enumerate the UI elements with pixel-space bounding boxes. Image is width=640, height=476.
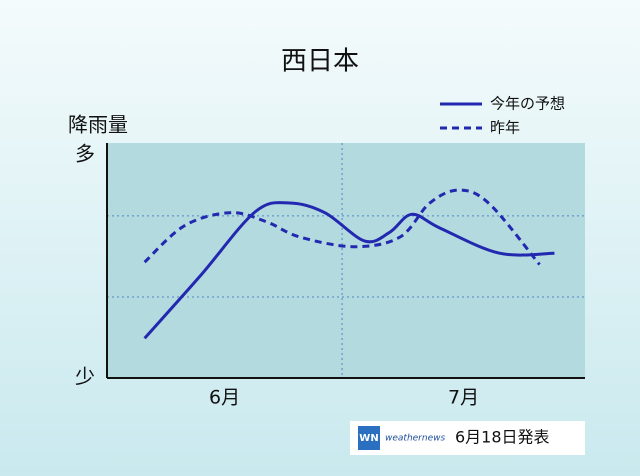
- footer-box: [350, 421, 585, 455]
- plot-area: [107, 143, 585, 378]
- legend-label: 昨年: [490, 119, 520, 137]
- series-line: [143, 188, 541, 266]
- x-tick-label: 6月: [209, 387, 240, 409]
- announcement: 6月18日発表: [455, 428, 550, 447]
- y-tick-label: 少: [75, 365, 95, 389]
- logo: WN: [359, 433, 378, 444]
- chart-title: 西日本: [281, 47, 359, 77]
- y-axis-label: 降雨量: [68, 113, 128, 137]
- x-tick-label: 7月: [448, 387, 479, 409]
- source: weathernews: [385, 434, 445, 444]
- series-line: [143, 201, 555, 340]
- logo-box: [358, 426, 380, 450]
- y-tick-label: 多: [75, 142, 95, 166]
- legend-label: 今年の予想: [490, 95, 565, 113]
